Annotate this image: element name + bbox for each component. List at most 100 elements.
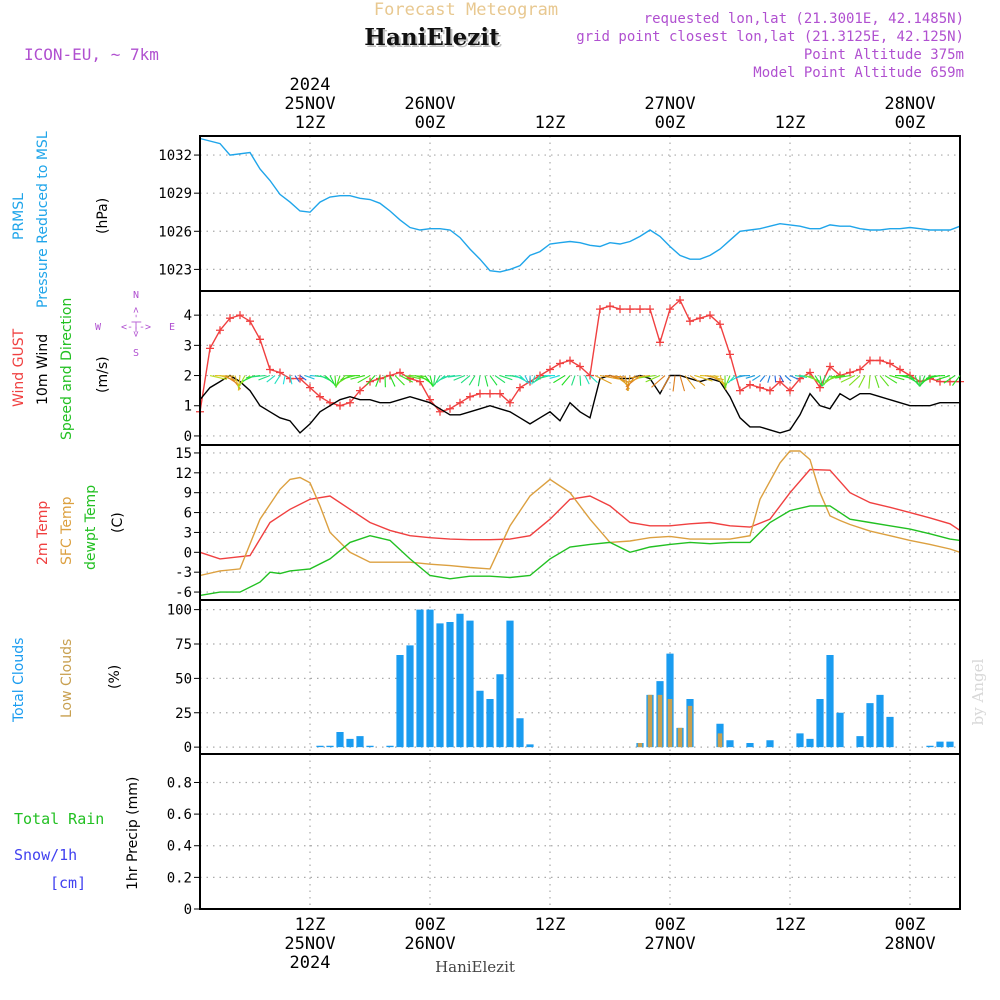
- wind-arrow: [509, 375, 523, 379]
- wind-arrow: [889, 375, 905, 381]
- gust-marker: [236, 311, 244, 320]
- point-altitude: Point Altitude 375m: [804, 47, 964, 63]
- wind-arrow: [952, 375, 961, 386]
- low-clouds-bar: [687, 705, 693, 748]
- time-label: 12Z: [535, 113, 566, 133]
- wind-10m-label: 10m Wind: [35, 334, 51, 405]
- wind-arrow: [304, 375, 315, 380]
- total-clouds-bar: [446, 622, 454, 748]
- wind-arrow: [394, 375, 405, 386]
- wind-grid: 0 1 2 3 4: [184, 291, 960, 445]
- total-clouds-bar: [416, 609, 424, 748]
- gust-marker: [396, 368, 404, 377]
- sfc-temp-label: SFC Temp: [59, 496, 75, 565]
- total-clouds-bar: [366, 745, 374, 748]
- wind-arrow: [684, 375, 696, 390]
- gust-marker: [276, 368, 284, 377]
- gust-marker: [656, 338, 664, 347]
- gust-marker: [886, 359, 894, 368]
- wind-gust-label: Wind GUST: [11, 328, 27, 407]
- wind-arrow: [784, 375, 792, 382]
- wind-arrow: [460, 375, 471, 384]
- time-label: 12Z: [295, 915, 326, 935]
- wind-arrow: [433, 375, 441, 386]
- wind-arrow: [745, 375, 756, 379]
- gust-marker: [716, 320, 724, 329]
- wind-arrow: [794, 375, 808, 379]
- wind-arrow: [519, 375, 528, 384]
- time-label: 00Z: [895, 113, 926, 133]
- gust-marker: [606, 302, 614, 311]
- total-clouds-bar: [316, 745, 324, 748]
- y-tick-label: 4: [184, 308, 192, 324]
- gust-marker: [756, 383, 764, 392]
- grid-point-location: grid point closest lon,lat (21.3125E, 42…: [576, 29, 964, 45]
- wind-arrow: [943, 375, 956, 384]
- clouds-frame: [199, 599, 961, 755]
- total-clouds-bar: [476, 690, 484, 748]
- gust-marker: [346, 398, 354, 407]
- wind-arrow: [571, 375, 576, 386]
- total-clouds-bar: [796, 733, 804, 748]
- compass-arrows: <-|->: [121, 322, 151, 333]
- gust-marker: [876, 356, 884, 365]
- wind-arrow: [514, 375, 526, 382]
- total-clouds-bar: [836, 712, 844, 748]
- y-tick-label: 0.6: [167, 807, 192, 823]
- wind-arrow: [779, 375, 784, 383]
- total-clouds-bar: [926, 745, 934, 748]
- y-tick-label: 1029: [158, 186, 192, 202]
- wind-arrow: [848, 375, 861, 386]
- temperature-side-labels: 2m Temp SFC Temp dewpt Temp (C): [35, 485, 126, 570]
- temp-2m-label: 2m Temp: [35, 501, 51, 565]
- time-label: 00Z: [415, 113, 446, 133]
- wind-arrow: [630, 375, 651, 379]
- wind-arrow: [477, 375, 481, 387]
- total-clouds-label: Total Clouds: [11, 638, 27, 723]
- model-altitude: Model Point Altitude 659m: [753, 65, 964, 81]
- total-clouds-bar: [936, 741, 944, 748]
- y-tick-label: 6: [184, 506, 192, 522]
- gust-marker: [546, 365, 554, 374]
- gust-marker: [486, 389, 494, 398]
- time-label: 12Z: [295, 113, 326, 133]
- clouds-grid: 0 25 50 75 100: [167, 600, 960, 756]
- y-tick-label: 1023: [158, 262, 192, 278]
- y-tick-label: 1: [184, 399, 192, 415]
- wind-arrow: [589, 375, 598, 384]
- wind-arrow: [357, 375, 371, 384]
- wind-arrow: [531, 375, 536, 385]
- wind-arrow: [774, 375, 777, 383]
- dewpt-temp-line: [199, 505, 961, 597]
- wind-arrow: [252, 375, 266, 378]
- total-clouds-bar: [436, 623, 444, 748]
- y-tick-label: 50: [175, 671, 192, 687]
- y-tick-label: 0.4: [167, 839, 192, 855]
- total-clouds-bar: [866, 703, 874, 748]
- low-clouds-bar: [667, 699, 673, 748]
- precip-frame: [199, 753, 961, 910]
- wind-arrow: [819, 375, 823, 387]
- time-label: 28NOV: [884, 934, 935, 954]
- low-clouds-bar: [637, 743, 643, 748]
- wind-arrow: [759, 375, 766, 383]
- cloud-side-labels: Total Clouds Low Clouds (%): [11, 638, 123, 723]
- wind-arrow: [661, 375, 671, 391]
- snow-unit-label: [cm]: [50, 874, 86, 892]
- precip-unit-label: 1hr Precip (mm): [125, 777, 141, 890]
- low-clouds-bar: [717, 733, 723, 748]
- gust-marker: [476, 389, 484, 398]
- precip-side-labels: Total Rain Snow/1h [cm] 1hr Precip (mm): [14, 777, 141, 892]
- y-tick-label: 12: [175, 466, 192, 482]
- wind-arrow: [727, 375, 736, 384]
- wind-arrow: [294, 375, 300, 382]
- total-clouds-bar: [326, 745, 334, 748]
- total-clouds-bar: [946, 741, 954, 748]
- gust-marker: [746, 380, 754, 389]
- wind-arrow: [553, 375, 566, 384]
- compass-north: N: [133, 290, 139, 301]
- gust-marker: [496, 389, 504, 398]
- wind-arrow: [453, 375, 466, 381]
